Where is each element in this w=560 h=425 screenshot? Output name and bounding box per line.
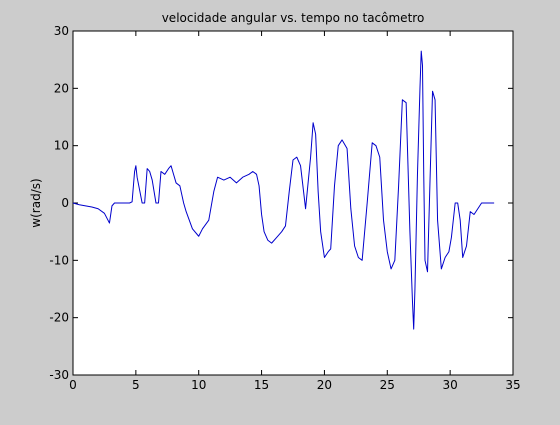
axis-ticks: 0 5 10 15 20 25 30 35 -30 -20 -10 0 10 20 30 bbox=[49, 24, 520, 392]
x-tick-label: 0 bbox=[69, 378, 77, 392]
y-tick-label: 0 bbox=[61, 196, 69, 210]
x-tick-label: 10 bbox=[191, 378, 206, 392]
y-tick-label: -10 bbox=[49, 253, 69, 267]
x-tick-label: 30 bbox=[443, 378, 458, 392]
y-tick-label: 20 bbox=[54, 81, 69, 95]
y-axis-label: w(rad/s) bbox=[29, 178, 43, 227]
y-tick-label: 10 bbox=[54, 139, 69, 153]
y-tick-label: -20 bbox=[49, 311, 69, 325]
y-tick-label: 30 bbox=[54, 24, 69, 38]
series-line bbox=[72, 50, 495, 330]
x-tick-label: 25 bbox=[380, 378, 395, 392]
x-tick-label: 35 bbox=[505, 378, 520, 392]
chart-title: velocidade angular vs. tempo no tacômetr… bbox=[162, 11, 425, 25]
x-tick-label: 5 bbox=[132, 378, 140, 392]
series-group bbox=[72, 50, 495, 330]
y-tick-label: -30 bbox=[49, 368, 69, 382]
plot-area bbox=[72, 30, 514, 376]
x-tick-label: 15 bbox=[254, 378, 269, 392]
x-tick-label: 20 bbox=[317, 378, 332, 392]
